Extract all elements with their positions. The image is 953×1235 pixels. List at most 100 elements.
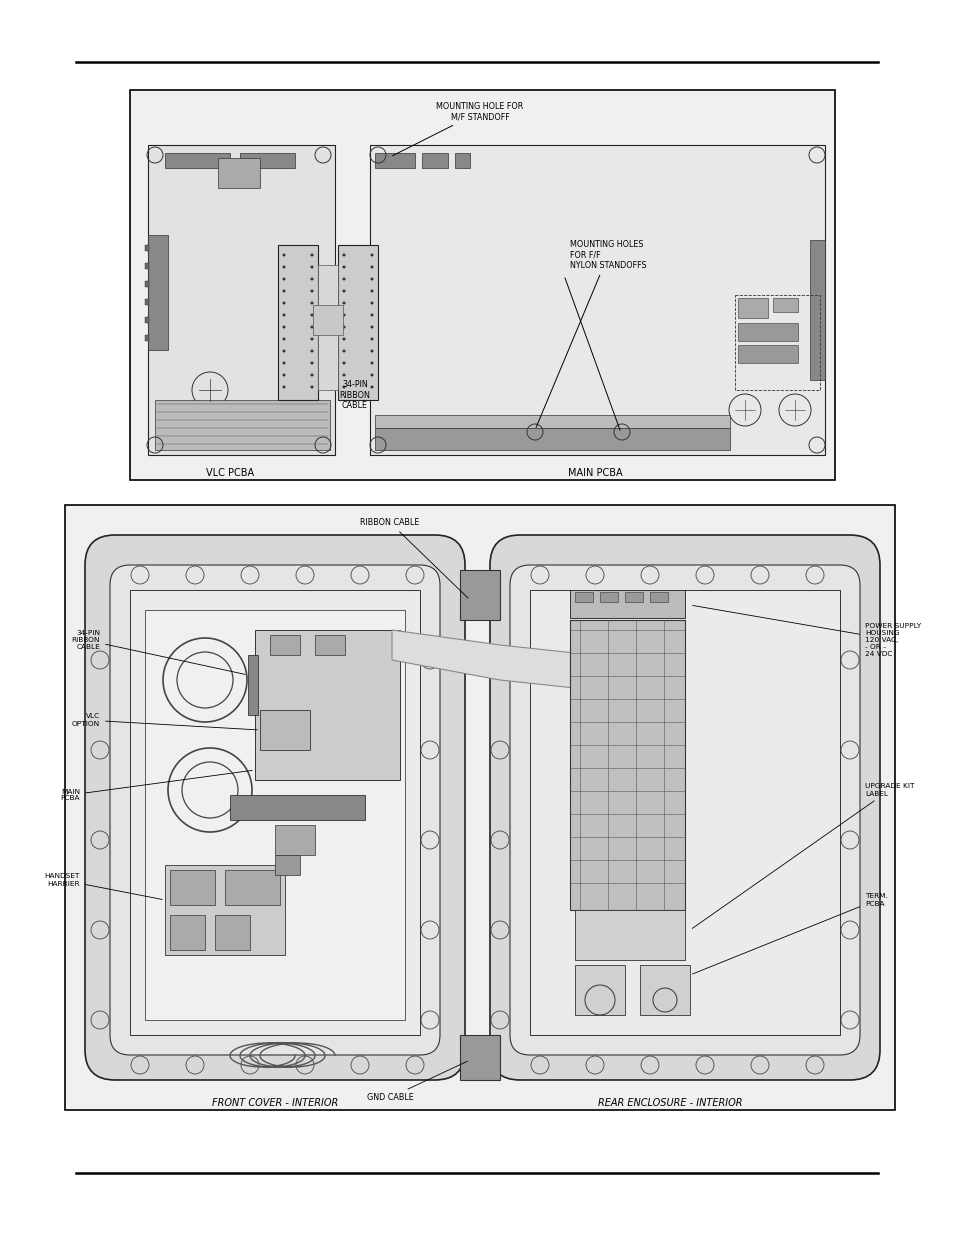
Bar [225, 869, 280, 905]
Circle shape [282, 253, 285, 257]
Bar [734, 295, 820, 390]
Bar [145, 335, 149, 341]
Bar [145, 299, 149, 305]
Circle shape [282, 337, 285, 341]
Bar [145, 245, 149, 251]
Bar [624, 592, 642, 601]
Text: UPGRADE KIT
LABEL: UPGRADE KIT LABEL [692, 783, 914, 929]
Bar [148, 235, 168, 350]
Bar [738, 298, 767, 317]
Circle shape [310, 337, 314, 341]
Circle shape [310, 362, 314, 364]
Text: HANDSET
HARRIER: HANDSET HARRIER [45, 873, 162, 899]
Circle shape [370, 301, 374, 305]
Bar [214, 915, 250, 950]
Circle shape [310, 266, 314, 268]
Bar [277, 245, 317, 400]
Bar [337, 245, 377, 400]
Circle shape [282, 314, 285, 316]
Bar [375, 415, 729, 429]
Circle shape [282, 266, 285, 268]
Bar [145, 282, 149, 287]
Bar [575, 910, 684, 960]
Circle shape [282, 350, 285, 352]
Polygon shape [392, 630, 639, 695]
Circle shape [310, 253, 314, 257]
Text: 34-PIN
RIBBON
CABLE: 34-PIN RIBBON CABLE [339, 380, 370, 410]
Bar [154, 400, 330, 450]
Bar [772, 298, 797, 312]
Circle shape [310, 385, 314, 389]
Bar [575, 592, 593, 601]
Circle shape [282, 385, 285, 389]
Circle shape [342, 301, 345, 305]
Text: MAIN
PCBA: MAIN PCBA [60, 771, 252, 802]
Bar [170, 869, 214, 905]
FancyBboxPatch shape [110, 564, 439, 1055]
Circle shape [342, 266, 345, 268]
Circle shape [342, 278, 345, 280]
Bar [170, 915, 205, 950]
Circle shape [342, 289, 345, 293]
Bar [738, 324, 797, 341]
Circle shape [370, 350, 374, 352]
Bar [240, 153, 294, 168]
Bar [649, 592, 667, 601]
Circle shape [310, 278, 314, 280]
Circle shape [310, 326, 314, 329]
Bar [270, 635, 299, 655]
Circle shape [370, 253, 374, 257]
Circle shape [342, 350, 345, 352]
Bar [248, 655, 257, 715]
Bar [421, 153, 448, 168]
Circle shape [310, 373, 314, 377]
Bar [130, 590, 419, 1035]
Circle shape [342, 337, 345, 341]
Circle shape [370, 385, 374, 389]
Bar [145, 610, 405, 1020]
Bar [809, 240, 824, 380]
Text: TERM.
PCBA: TERM. PCBA [692, 893, 887, 974]
Circle shape [282, 373, 285, 377]
Text: VLC PCBA: VLC PCBA [206, 468, 253, 478]
Bar [639, 965, 689, 1015]
Circle shape [282, 301, 285, 305]
Circle shape [370, 326, 374, 329]
Circle shape [370, 337, 374, 341]
Circle shape [282, 326, 285, 329]
Bar [738, 345, 797, 363]
Circle shape [342, 362, 345, 364]
Bar [218, 158, 260, 188]
Circle shape [342, 385, 345, 389]
Bar [65, 505, 894, 1110]
Bar [274, 855, 299, 876]
Circle shape [370, 289, 374, 293]
Bar [314, 635, 345, 655]
Text: FRONT COVER - INTERIOR: FRONT COVER - INTERIOR [212, 1098, 337, 1108]
FancyBboxPatch shape [85, 535, 464, 1079]
Bar [145, 317, 149, 324]
Bar [317, 266, 337, 390]
Bar [569, 590, 684, 618]
Circle shape [310, 350, 314, 352]
Text: 34-PIN
RIBBON
CABLE: 34-PIN RIBBON CABLE [71, 630, 245, 674]
Text: RIBBON CABLE: RIBBON CABLE [360, 517, 468, 598]
Circle shape [310, 289, 314, 293]
Circle shape [282, 289, 285, 293]
Text: MOUNTING HOLES
FOR F/F
NYLON STANDOFFS: MOUNTING HOLES FOR F/F NYLON STANDOFFS [536, 240, 646, 427]
Text: REAR ENCLOSURE - INTERIOR: REAR ENCLOSURE - INTERIOR [598, 1098, 741, 1108]
Circle shape [282, 362, 285, 364]
Bar [455, 153, 470, 168]
Circle shape [370, 278, 374, 280]
Bar [575, 965, 624, 1015]
Bar [530, 590, 840, 1035]
Bar [274, 825, 314, 855]
Text: POWER SUPPLY
HOUSING
120 VAC,
- OR -
24 VDC: POWER SUPPLY HOUSING 120 VAC, - OR - 24 … [692, 605, 921, 657]
Bar [599, 592, 618, 601]
Bar [145, 263, 149, 269]
Circle shape [310, 301, 314, 305]
Circle shape [342, 314, 345, 316]
Bar [370, 144, 824, 454]
Bar [165, 864, 285, 955]
Circle shape [370, 314, 374, 316]
